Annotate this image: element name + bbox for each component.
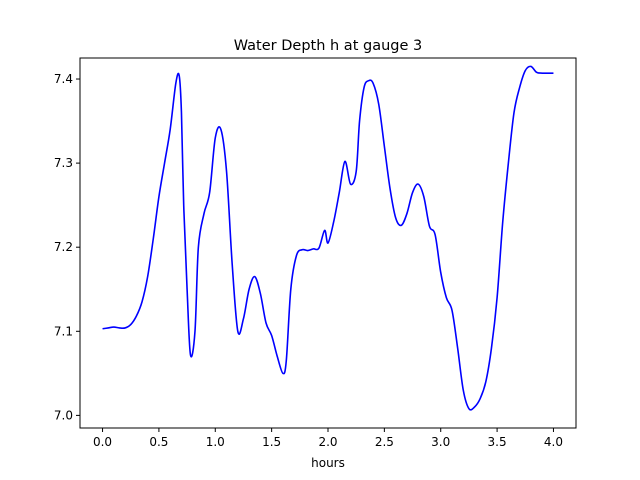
x-tick-label: 1.5	[262, 435, 281, 449]
x-tick-label: 4.0	[544, 435, 563, 449]
x-tick-label: 0.5	[149, 435, 168, 449]
x-tick-label: 2.5	[375, 435, 394, 449]
y-tick-label: 7.1	[54, 324, 73, 338]
x-tick-label: 2.0	[318, 435, 337, 449]
x-tick-label: 0.0	[93, 435, 112, 449]
x-tick-label: 1.0	[206, 435, 225, 449]
x-axis-ticks: 0.0 0.5 1.0 1.5 2.0 2.5 3.0 3.5 4.0	[93, 428, 563, 449]
chart-title: Water Depth h at gauge 3	[234, 38, 422, 54]
plot-area-frame	[79, 57, 577, 429]
x-axis-label: hours	[311, 456, 345, 470]
y-axis-ticks: 7.0 7.1 7.2 7.3 7.4	[54, 72, 80, 422]
x-tick-label: 3.0	[431, 435, 450, 449]
y-tick-label: 7.2	[54, 240, 73, 254]
y-tick-label: 7.3	[54, 156, 73, 170]
water-depth-series-line	[102, 65, 554, 411]
y-tick-label: 7.0	[54, 408, 73, 422]
x-tick-label: 3.5	[488, 435, 507, 449]
y-tick-label: 7.4	[54, 72, 73, 86]
